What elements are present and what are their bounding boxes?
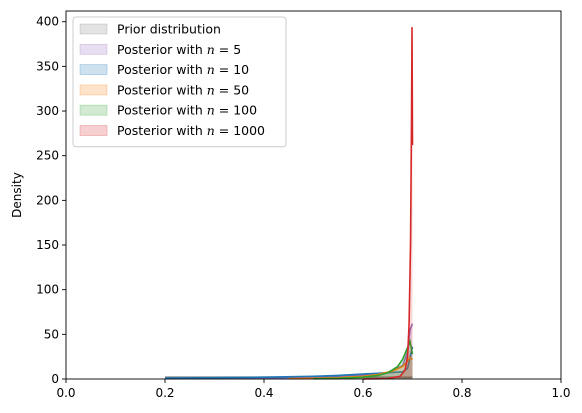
legend-label: Posterior with n = 100 <box>117 103 257 118</box>
y-tick-label: 350 <box>36 59 59 73</box>
x-tick-label: 1.0 <box>551 386 570 400</box>
legend-label: Posterior with n = 5 <box>117 42 241 57</box>
x-tick-label: 0.6 <box>353 386 372 400</box>
plot-area <box>164 27 414 380</box>
y-tick-label: 0 <box>51 372 59 386</box>
y-tick-label: 300 <box>36 104 59 118</box>
legend-label: Prior distribution <box>117 22 221 37</box>
legend-swatch <box>79 104 108 116</box>
y-axis-label: Density <box>10 172 24 218</box>
legend-item: Posterior with n = 5 <box>79 42 241 57</box>
x-tick-label: 0.4 <box>254 386 273 400</box>
legend-label: Posterior with n = 50 <box>117 82 249 97</box>
y-tick-label: 200 <box>36 193 59 207</box>
series-line-posterior-with-n-5 <box>164 323 414 380</box>
x-tick-label: 0.0 <box>56 386 75 400</box>
legend-swatch <box>79 84 108 96</box>
legend-label: Posterior with n = 10 <box>117 62 249 77</box>
y-tick-label: 50 <box>44 327 59 341</box>
x-tick-label: 0.2 <box>155 386 174 400</box>
legend-swatch <box>79 64 108 75</box>
series-line-posterior-with-n-10 <box>164 346 414 379</box>
y-tick-label: 150 <box>36 238 59 252</box>
legend-frame <box>72 16 287 148</box>
axis-ticks: 0.0 0.2 0.4 0.6 0.8 1.0 0 50 100 150 200 250 300 350 4… <box>36 15 570 400</box>
legend-item: Posterior with n = 1000 <box>79 123 265 138</box>
legend: Prior distribution Posterior with n = 5 Po… <box>72 16 287 148</box>
y-tick-label: 100 <box>36 283 59 297</box>
legend-item: Posterior with n = 100 <box>79 103 257 118</box>
legend-item: Posterior with n = 10 <box>79 62 249 77</box>
plot-frame <box>65 10 562 380</box>
series-line-posterior-with-n-1000 <box>362 27 414 380</box>
series-area-posterior-with-n-100 <box>313 341 413 379</box>
legend-swatch <box>79 23 108 35</box>
series-area-posterior-with-n-1000 <box>363 27 413 380</box>
legend-item: Posterior with n = 50 <box>79 82 249 97</box>
y-tick-label: 400 <box>36 15 59 29</box>
series-area-posterior-with-n-5 <box>165 323 413 379</box>
legend-label: Posterior with n = 1000 <box>117 123 265 138</box>
legend-swatch <box>79 43 108 55</box>
x-tick-label: 0.8 <box>452 386 471 400</box>
series-area-posterior-with-n-10 <box>165 346 413 379</box>
legend-item: Prior distribution <box>79 22 221 37</box>
legend-swatch <box>79 125 108 136</box>
y-tick-label: 250 <box>36 149 59 163</box>
